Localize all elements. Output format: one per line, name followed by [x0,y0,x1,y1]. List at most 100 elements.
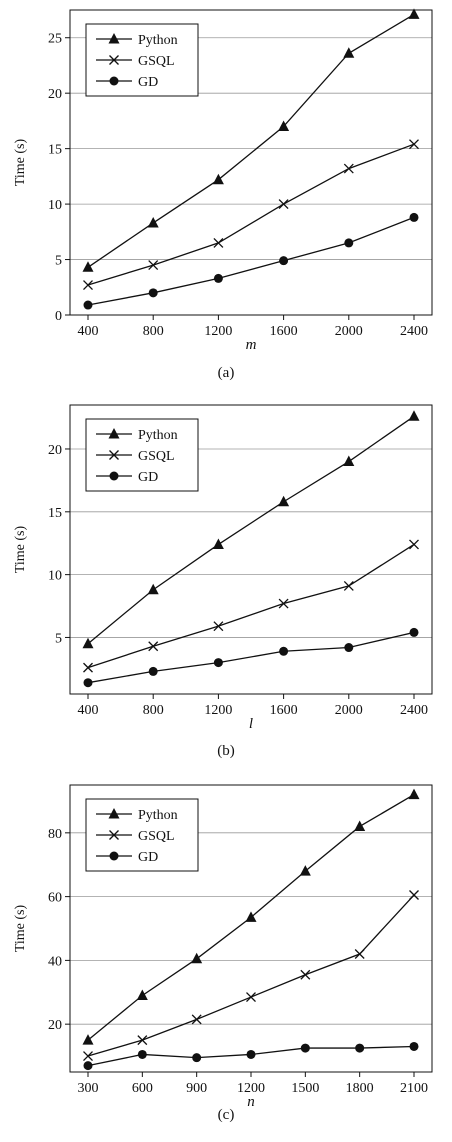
x-tick-label: 300 [78,1081,99,1096]
x-tick-label: 1500 [291,1081,319,1096]
data-point-gsql [213,237,224,248]
series-gd [83,212,419,310]
y-tick-label: 60 [48,891,62,906]
cross-stroke [409,539,419,550]
legend-marker-gsql [109,55,119,65]
data-point-gsql [409,890,419,900]
y-tick-label: 10 [48,198,62,213]
legend-marker-gsql [109,450,119,460]
x-axis-label: m [246,337,257,353]
data-point-python [343,455,355,467]
legend-label-gd: GD [138,470,158,485]
data-point-gd [279,256,289,266]
data-point-python [278,495,290,507]
cross-stroke [213,237,224,248]
data-point-python [299,865,311,876]
series-gsql [83,139,419,291]
cross-stroke [83,662,93,673]
cross-stroke [109,55,119,65]
data-point-python [408,788,420,800]
x-tick-label: 2100 [400,1081,428,1096]
legend-label-gsql: GSQL [138,829,175,844]
series-gd [83,1041,419,1071]
legend-label-gd: GD [138,850,158,865]
x-axis-label: n [247,1094,255,1110]
data-point-python [408,410,420,421]
series-python [82,8,420,272]
y-axis: 5 10 15 20 [48,443,70,646]
legend-marker-gsql [109,830,119,840]
data-point-gsql [343,580,354,591]
y-tick-label: 20 [48,443,62,458]
data-point-gd [213,658,223,668]
legend-marker-gd [109,76,119,86]
legend-label-python: Python [138,808,178,823]
legend-marker-gd [109,851,119,861]
data-point-python [147,583,159,595]
data-point-gd [409,627,419,637]
cross-stroke [300,969,311,980]
series-python [82,410,420,649]
chart-panel-a: 0 5 10 15 20 25 400 800 1200 1600 2000 2400 m Time (s… [0,0,452,390]
data-point-gsql [300,969,311,980]
series-gsql [83,539,419,673]
data-point-gd [279,646,289,656]
y-axis: 20 40 60 80 [48,827,70,1033]
y-tick-label: 80 [48,827,62,842]
data-point-gsql [191,1014,202,1025]
legend-marker-python [108,808,120,819]
legend-marker-python [108,428,120,439]
data-point-gd [137,1049,147,1059]
cross-stroke [191,1014,202,1025]
cross-stroke [409,890,419,900]
data-point-gd [409,1041,419,1051]
y-tick-label: 40 [48,954,62,969]
x-tick-label: 400 [78,324,99,339]
data-point-gsql [409,539,419,550]
legend-label-python: Python [138,33,178,48]
series-line-gd [87,216,415,306]
cross-stroke [278,199,289,210]
plot-frame [69,9,433,316]
y-tick-label: 15 [48,143,62,158]
cross-stroke [137,1035,148,1046]
series-line-gsql [87,143,415,286]
data-point-python [82,261,94,272]
data-point-gsql [148,641,159,652]
y-tick-label: 10 [48,569,62,584]
y-tick-label: 25 [48,32,62,47]
y-tick-label: 0 [55,309,62,324]
x-tick-label: 1600 [270,324,298,339]
data-point-gsql [278,199,289,210]
legend-marker-gd [109,471,119,481]
plot-frame [69,404,433,695]
data-point-gsql [83,280,93,291]
cross-stroke [343,580,354,591]
cross-stroke [148,260,159,271]
series-gd [83,627,419,688]
panel-caption: (b) [217,743,235,759]
x-tick-label: 2000 [335,703,363,718]
series-line-gsql [87,543,415,669]
series-line-python [87,415,415,645]
legend-label-python: Python [138,428,178,443]
data-point-gd [148,666,158,676]
y-tick-label: 15 [48,506,62,521]
x-tick-label: 1200 [204,324,232,339]
data-point-gd [83,1061,93,1071]
legend-marker-python [108,33,120,44]
x-tick-label: 1200 [204,703,232,718]
cross-stroke [109,830,119,840]
x-axis: 400 800 1200 1600 2000 2400 [78,694,428,718]
x-tick-label: 2000 [335,324,363,339]
legend: Python GSQL GD [85,23,199,97]
series-gsql [83,890,419,1062]
data-point-python [212,173,224,185]
x-axis-label: l [249,716,253,732]
cross-stroke [278,598,289,609]
y-axis-label: Time (s) [13,905,28,953]
x-tick-label: 800 [143,324,164,339]
data-point-gsql [409,139,419,150]
legend: Python GSQL GD [85,798,199,872]
cross-stroke [109,450,119,460]
